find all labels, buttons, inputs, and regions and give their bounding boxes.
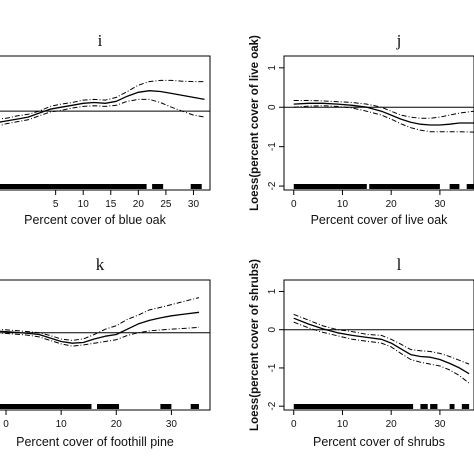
y-axis-label: Loess(percent cover of shrubs) bbox=[249, 259, 261, 431]
rug-segment bbox=[449, 184, 460, 189]
x-tick-label: 20 bbox=[386, 199, 398, 210]
x-axis-label: Percent cover of blue oak bbox=[24, 213, 166, 227]
confidence-band-line bbox=[0, 297, 200, 341]
confidence-band-line bbox=[0, 98, 205, 127]
panel-l: l 0 10 20 30 -2 -1 0 1 Loess(percent cover of shr… bbox=[249, 255, 474, 449]
panel-k: k 0 10 20 30 Percent cover of foothill pine bbox=[0, 255, 211, 449]
x-tick-label: 0 bbox=[3, 419, 9, 430]
loess-fit-line bbox=[293, 102, 474, 126]
rug-segment bbox=[420, 404, 428, 409]
confidence-band-line bbox=[293, 313, 470, 365]
x-tick-label: 10 bbox=[56, 419, 68, 430]
x-tick-label: 10 bbox=[337, 419, 349, 430]
panel-title: j bbox=[396, 31, 402, 50]
x-tick-label: 30 bbox=[188, 199, 200, 210]
x-tick-label: 30 bbox=[166, 419, 178, 430]
confidence-band-line bbox=[0, 79, 205, 120]
x-axis-label: Percent cover of live oak bbox=[311, 213, 449, 227]
panel-j: j 0 10 20 30 -2 -1 0 1 Loess(percent cover of liv… bbox=[249, 31, 474, 227]
panel-i: i 5 10 15 20 25 30 Percent cover of blue oak bbox=[0, 31, 211, 227]
plot-frame bbox=[283, 279, 474, 411]
y-tick-label: -1 bbox=[267, 363, 278, 372]
plot-frame bbox=[0, 279, 211, 411]
rug-segment bbox=[96, 404, 120, 409]
x-tick-label: 20 bbox=[133, 199, 145, 210]
rug-segment bbox=[190, 404, 199, 409]
x-tick-label: 30 bbox=[434, 199, 446, 210]
rug-segment bbox=[449, 404, 455, 409]
x-tick-label: 20 bbox=[386, 419, 398, 430]
y-tick-label: 1 bbox=[267, 288, 278, 294]
x-tick-label: 25 bbox=[160, 199, 172, 210]
rug-segment bbox=[430, 404, 438, 409]
rug-segment bbox=[190, 184, 202, 189]
x-tick-label: 10 bbox=[78, 199, 90, 210]
loess-fit-line bbox=[0, 311, 200, 344]
confidence-band-line bbox=[293, 100, 474, 119]
y-axis-label: Loess(percent cover of live oak) bbox=[249, 35, 261, 211]
rug-segment bbox=[152, 184, 164, 189]
x-tick-label: 30 bbox=[434, 419, 446, 430]
x-tick-label: 10 bbox=[337, 199, 349, 210]
rug-segment bbox=[369, 184, 440, 189]
rug-segment bbox=[160, 404, 172, 409]
y-tick-label: -2 bbox=[267, 401, 278, 410]
x-tick-label: 0 bbox=[291, 419, 297, 430]
y-tick-label: 0 bbox=[267, 104, 278, 110]
loess-fit-line bbox=[293, 317, 470, 375]
x-tick-label: 15 bbox=[105, 199, 117, 210]
rug-segment bbox=[293, 184, 367, 189]
rug-segment bbox=[461, 404, 470, 409]
rug-segment bbox=[0, 184, 147, 189]
y-tick-label: 1 bbox=[267, 65, 278, 71]
y-tick-label: -1 bbox=[267, 142, 278, 151]
plot-frame bbox=[283, 55, 474, 191]
y-tick-label: 0 bbox=[267, 326, 278, 332]
rug-segment bbox=[466, 184, 474, 189]
plot-frame bbox=[0, 55, 211, 191]
panel-title: l bbox=[397, 255, 402, 274]
x-tick-label: 20 bbox=[111, 419, 123, 430]
loess-fit-line bbox=[0, 90, 205, 123]
y-tick-label: -2 bbox=[267, 181, 278, 190]
panel-title: i bbox=[98, 31, 103, 50]
panel-title: k bbox=[96, 255, 105, 274]
x-axis-label: Percent cover of shrubs bbox=[313, 435, 445, 449]
x-tick-label: 0 bbox=[291, 199, 297, 210]
x-axis-label: Percent cover of foothill pine bbox=[16, 435, 174, 449]
confidence-band-line bbox=[0, 326, 200, 347]
confidence-band-line bbox=[293, 105, 474, 133]
x-tick-label: 5 bbox=[53, 199, 59, 210]
rug-segment bbox=[0, 404, 92, 409]
confidence-band-line bbox=[293, 321, 470, 384]
rug-segment bbox=[293, 404, 414, 409]
